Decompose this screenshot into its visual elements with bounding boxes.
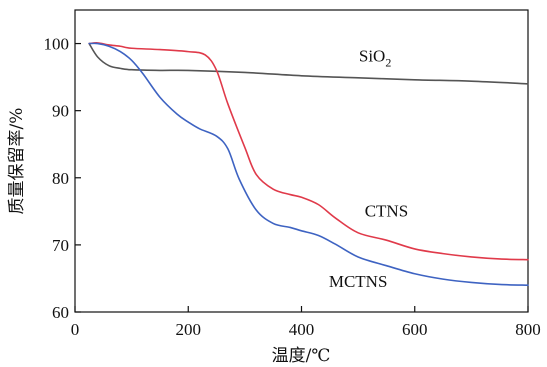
series-line-ctns	[88, 42, 529, 261]
y-tick-label: 60	[52, 303, 69, 322]
series-label-ctns: CTNS	[365, 202, 408, 221]
series-line-sio2	[88, 42, 529, 85]
y-tick-label: 80	[52, 169, 69, 188]
x-tick-label: 800	[515, 320, 541, 339]
y-tick-label: 100	[44, 35, 70, 54]
y-tick-label: 70	[52, 236, 69, 255]
y-tick-label: 90	[52, 102, 69, 121]
series-line-mctns	[88, 42, 529, 286]
axis-ticks	[74, 42, 529, 313]
x-tick-label: 400	[289, 320, 315, 339]
x-axis-title: 温度/℃	[272, 346, 331, 366]
series-lines	[88, 42, 529, 286]
x-tick-label: 600	[402, 320, 428, 339]
series-label-mctns: MCTNS	[329, 272, 388, 291]
y-axis-title: 质量保留率/%	[7, 108, 27, 215]
x-tick-label: 200	[176, 320, 202, 339]
tick-labels: 0 200 400 600 800 60 70 80 90 100	[44, 35, 541, 339]
x-tick-label: 0	[71, 320, 80, 339]
series-labels: SiO2 CTNS MCTNS	[329, 47, 408, 291]
series-label-sio2: SiO2	[359, 47, 391, 70]
plot-frame	[74, 9, 529, 313]
